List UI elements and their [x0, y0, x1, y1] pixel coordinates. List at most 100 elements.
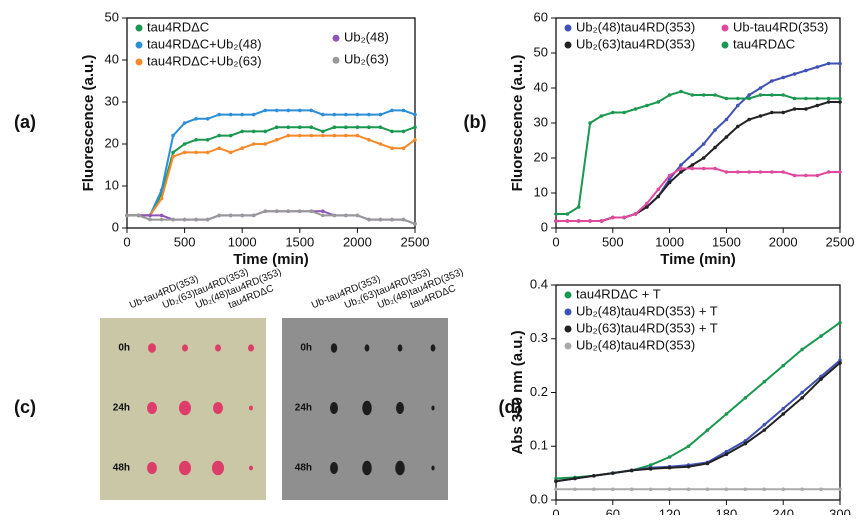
data-point	[656, 187, 661, 192]
data-point	[240, 129, 244, 134]
data-point	[367, 217, 371, 222]
data-point	[838, 361, 842, 365]
data-point	[274, 108, 279, 113]
x-tick-label: 0	[123, 234, 130, 249]
y-tick-label: 40	[534, 79, 548, 94]
data-point	[679, 166, 683, 171]
series-line	[555, 359, 841, 483]
data-point	[309, 125, 314, 129]
series-line	[556, 101, 840, 222]
data-point	[686, 464, 691, 469]
panel-label: (a)	[14, 112, 36, 132]
data-point	[355, 133, 360, 138]
data-point	[298, 133, 302, 138]
data-point	[705, 461, 710, 466]
data-point	[701, 166, 706, 171]
blot-row-label: 48h	[295, 463, 312, 474]
data-point	[182, 150, 187, 155]
data-point	[838, 170, 842, 174]
data-point	[136, 213, 141, 218]
data-point	[401, 129, 406, 134]
data-point	[159, 188, 164, 192]
data-point	[251, 142, 256, 146]
blot-dot	[362, 400, 372, 416]
data-point	[344, 213, 348, 218]
legend-label: tau4RDΔC	[147, 19, 209, 34]
legend-label: Ub₂(63)	[344, 52, 389, 67]
data-point	[159, 217, 164, 222]
data-point	[194, 138, 198, 142]
data-point	[758, 93, 763, 97]
blot-dot	[431, 405, 435, 411]
data-point	[355, 125, 360, 129]
data-point	[781, 93, 785, 97]
data-point	[747, 96, 751, 101]
data-point	[171, 150, 175, 155]
x-tick-label: 240	[772, 506, 794, 515]
data-point	[240, 112, 244, 117]
blot-row-label: 24h	[113, 403, 130, 414]
series-line	[127, 134, 416, 217]
data-point	[667, 465, 672, 470]
blot-row-label: 0h	[300, 343, 312, 354]
panel-label: (c)	[14, 397, 36, 417]
data-point	[667, 173, 672, 178]
blot-dot	[362, 460, 372, 476]
data-point	[171, 217, 175, 222]
series-line	[127, 210, 416, 225]
data-point	[367, 112, 371, 117]
data-point	[826, 170, 831, 174]
data-point	[240, 146, 244, 150]
blot-dot	[148, 343, 156, 353]
data-point	[182, 121, 187, 125]
data-point	[815, 96, 820, 101]
x-axis-title: Time (min)	[233, 251, 309, 268]
data-point	[554, 476, 558, 481]
data-point	[713, 93, 717, 97]
data-point	[701, 93, 706, 97]
data-point	[321, 133, 325, 138]
data-point	[792, 96, 797, 101]
data-point	[735, 96, 740, 101]
data-point	[826, 96, 831, 101]
data-point	[159, 213, 164, 218]
data-point	[705, 487, 710, 492]
data-point	[690, 166, 695, 171]
blot-dot	[212, 460, 224, 476]
legend-label: Ub₂(48)	[344, 30, 389, 45]
data-point	[701, 142, 706, 146]
legend-marker	[564, 342, 572, 350]
y-tick-label: 20	[105, 135, 119, 150]
data-point	[826, 100, 831, 104]
data-point	[804, 96, 808, 101]
data-point	[401, 146, 406, 150]
y-tick-label: 50	[105, 9, 119, 24]
data-point	[355, 112, 360, 117]
data-point	[309, 209, 314, 213]
data-point	[205, 138, 210, 142]
blot-dot	[330, 462, 338, 474]
data-point	[758, 86, 763, 90]
x-tick-label: 1500	[285, 234, 314, 249]
data-point	[690, 152, 695, 157]
blot-dot	[179, 460, 191, 476]
legend-marker	[721, 41, 729, 49]
data-point	[724, 117, 729, 122]
data-point	[240, 213, 244, 218]
data-point	[298, 125, 302, 129]
data-point	[667, 180, 672, 185]
legend-label: Ub-tau4RD(353)	[733, 19, 828, 34]
data-point	[781, 412, 785, 416]
data-point	[679, 163, 683, 167]
data-point	[251, 112, 256, 117]
blot-dot	[395, 460, 405, 476]
data-point	[645, 103, 649, 108]
blot-row-label: 48h	[113, 463, 130, 474]
legend-marker	[564, 291, 572, 299]
blot-dot	[330, 343, 338, 353]
data-point	[815, 173, 820, 178]
data-point	[838, 100, 842, 104]
data-point	[667, 93, 672, 97]
data-point	[228, 150, 233, 155]
data-point	[344, 112, 348, 117]
